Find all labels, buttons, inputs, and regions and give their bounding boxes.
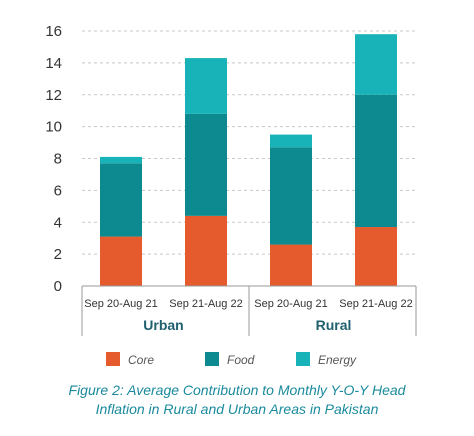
bar-energy-3 — [355, 34, 397, 95]
figure-caption-line1: Figure 2: Average Contribution to Monthl… — [68, 382, 406, 398]
x-tick-label: Sep 21-Aug 22 — [169, 298, 242, 310]
x-tick-label: Sep 20-Aug 21 — [254, 298, 327, 310]
bar-energy-0 — [100, 156, 142, 164]
x-axis: Sep 20-Aug 21 Sep 21-Aug 22 Sep 20-Aug 21 S… — [81, 285, 417, 336]
legend-label-core: Core — [128, 353, 154, 367]
figure-caption-line2: Inflation in Rural and Urban Areas in Pa… — [95, 401, 379, 417]
legend-swatch-energy — [296, 352, 310, 366]
legend-swatch-core — [106, 352, 120, 366]
y-tick-label: 16 — [45, 23, 62, 40]
group-label-rural: Rural — [316, 317, 352, 333]
y-tick-label: 14 — [45, 55, 62, 72]
bar-energy-1 — [185, 58, 227, 114]
bar-core-3 — [355, 227, 397, 286]
bar-food-1 — [185, 113, 227, 216]
y-tick-label: 12 — [45, 87, 62, 104]
y-tick-label: 10 — [45, 119, 62, 136]
x-tick-label: Sep 21-Aug 22 — [339, 298, 412, 310]
y-tick-label: 6 — [54, 182, 62, 199]
bar-food-2 — [270, 147, 312, 245]
legend-swatch-food — [205, 352, 219, 366]
bars — [100, 34, 397, 286]
bar-core-0 — [100, 236, 142, 286]
y-tick-label: 2 — [54, 246, 62, 263]
bar-energy-2 — [270, 134, 312, 148]
bar-core-2 — [270, 244, 312, 286]
x-tick-label: Sep 20-Aug 21 — [84, 298, 157, 310]
bar-food-0 — [100, 163, 142, 237]
group-label-urban: Urban — [143, 317, 183, 333]
y-axis: 0 2 4 6 8 10 12 14 16 — [45, 23, 62, 295]
y-tick-label: 4 — [54, 214, 62, 231]
bar-core-1 — [185, 215, 227, 286]
bar-food-3 — [355, 94, 397, 228]
legend-label-food: Food — [227, 353, 255, 367]
y-tick-label: 8 — [54, 151, 62, 168]
legend-label-energy: Energy — [318, 353, 357, 367]
y-tick-label: 0 — [54, 278, 62, 295]
stacked-bar-chart: 0 2 4 6 8 10 12 14 16 Sep 20-Aug 21 Sep 21-Aug 22… — [45, 23, 417, 367]
legend: Core Food Energy — [106, 352, 357, 367]
